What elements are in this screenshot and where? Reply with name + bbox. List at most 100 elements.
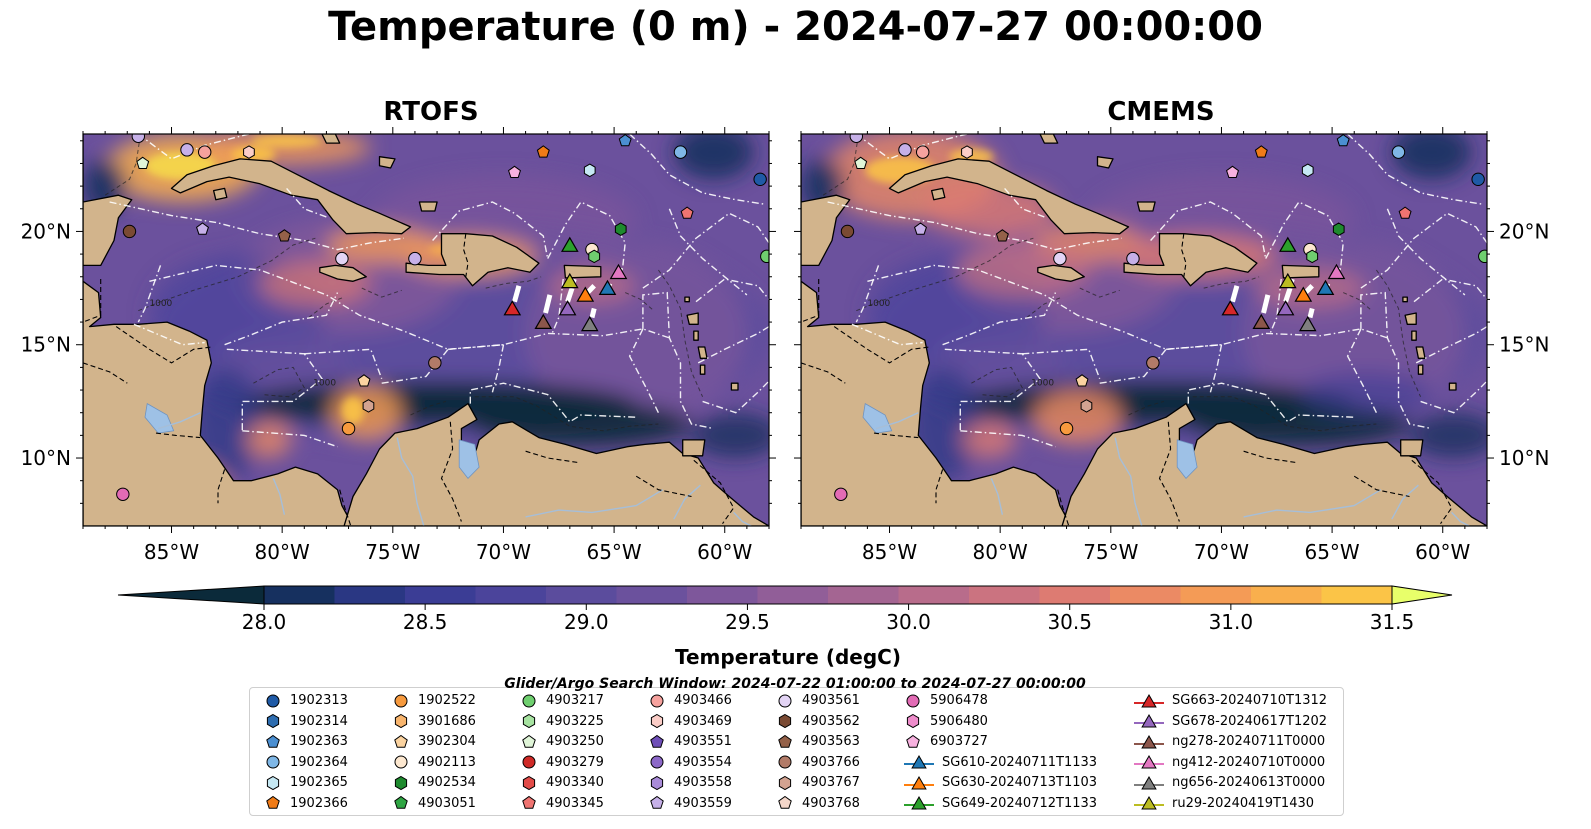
y-tick-label: 15°N [1499,333,1549,357]
y-tick-label: 20°N [21,219,71,243]
glider-marker [1298,315,1317,332]
legend-item: 4903345 [520,793,604,814]
legend-marker-icon [906,713,920,729]
float-marker [536,145,550,158]
x-tick-label: 85°W [144,540,199,564]
float-marker [1126,251,1140,266]
legend-item: 3902304 [392,731,476,752]
float-marker [914,222,927,235]
float-marker [335,251,349,266]
legend-label: 4902113 [418,754,476,770]
legend-item: 1902365 [264,772,348,793]
legend-label: 1902366 [290,795,348,811]
colorbar-segment [1180,586,1252,604]
legend-item: 4903766 [776,752,860,773]
float-marker [408,251,422,266]
legend-marker-icon [650,713,664,729]
legend-item: 5906478 [904,690,988,711]
legend-marker-icon [778,795,792,809]
legend-label: ng412-20240710T0000 [1172,754,1326,770]
legend-label: 1902364 [290,754,348,770]
legend-marker-icon [778,755,792,769]
colorbar-segment [475,586,547,604]
legend-label: 4903469 [674,713,732,729]
y-tick-label: 15°N [21,333,71,357]
float-marker [961,145,973,159]
float-marker [122,224,137,239]
float-marker [341,421,356,436]
float-marker [583,163,596,178]
colorbar-frame [263,585,1393,605]
x-tick-label: 60°W [1415,540,1470,564]
x-tick-label: 75°W [365,540,420,564]
legend-marker-icon [778,775,792,790]
legend-item: 4903340 [520,772,604,793]
float-marker [357,374,371,387]
float-marker [680,206,694,219]
colorbar-segment [264,586,336,604]
legend-item: 4903469 [648,711,732,732]
glider-track [1261,294,1271,314]
legend-marker-icon [522,694,536,707]
legend-item: 1902364 [264,752,348,773]
glider-marker [1276,300,1295,316]
colorbar-tick-label: 28.0 [242,610,287,634]
float-marker [1398,206,1412,219]
glider-track [543,294,553,314]
colorbar-segment [616,586,688,604]
glider-marker [580,315,599,332]
legend-item: SG630-20240713T1103 [904,772,1097,793]
legend-label: SG630-20240713T1103 [942,775,1098,790]
legend-item: 4903558 [648,772,732,793]
colorbar-segment [1110,586,1182,604]
float-marker [995,229,1009,242]
colorbar-segment [334,586,406,604]
legend-label: 4903767 [802,775,860,790]
legend-item: 4903768 [776,793,860,814]
glider-track [1283,287,1293,303]
legend-label: 1902363 [290,734,348,749]
legend-marker-icon [904,795,934,810]
figure-title: Temperature (0 m) - 2024-07-27 00:00:00 [328,4,1263,50]
legend-label: 1902365 [290,775,348,790]
float-marker [588,249,601,264]
legend-label: 3902304 [418,734,476,749]
legend: 1902313 1902314 1902363 1902364 1902365 19023… [249,687,1344,816]
legend-item: 1902366 [264,793,348,814]
legend-label: 6903727 [930,734,988,749]
colorbar-tick-label: 29.0 [564,610,609,634]
legend-label: 5906478 [930,693,988,708]
contour-label: 1000 [867,299,890,309]
legend-label: 4903051 [418,795,476,811]
panel-title-rtofs: RTOFS [383,97,479,127]
glider-track [512,285,522,303]
legend-item: 4903279 [520,752,604,773]
legend-item: 4903559 [648,793,732,814]
legend-label: 1902314 [290,713,348,729]
legend-item: 3901686 [392,711,476,732]
legend-marker-icon [522,713,536,729]
x-tick-label: 80°W [255,540,310,564]
glider-track [1230,285,1240,303]
legend-label: 4903559 [674,795,732,811]
float-marker [753,172,767,187]
float-marker [198,145,212,159]
glider-track [585,284,596,295]
legend-marker-icon [266,795,280,809]
legend-label: ru29-20240419T1430 [1172,795,1315,811]
float-marker [180,143,194,157]
legend-label: 4903554 [674,754,732,770]
legend-item: 1902363 [264,731,348,752]
legend-item: 4903561 [776,690,860,711]
map-panel-rtofs: 1000 1000 [83,134,769,526]
float-marker [916,145,930,159]
contour-label: 1000 [313,379,336,389]
legend-item: 4902534 [392,772,476,793]
legend-label: 4903558 [674,775,732,790]
float-marker [898,143,912,157]
legend-item: SG610-20240711T1133 [904,752,1097,773]
float-marker [362,399,375,413]
y-tick-label: 10°N [1499,446,1549,470]
float-marker [1080,399,1093,413]
legend-marker-icon [906,734,920,748]
